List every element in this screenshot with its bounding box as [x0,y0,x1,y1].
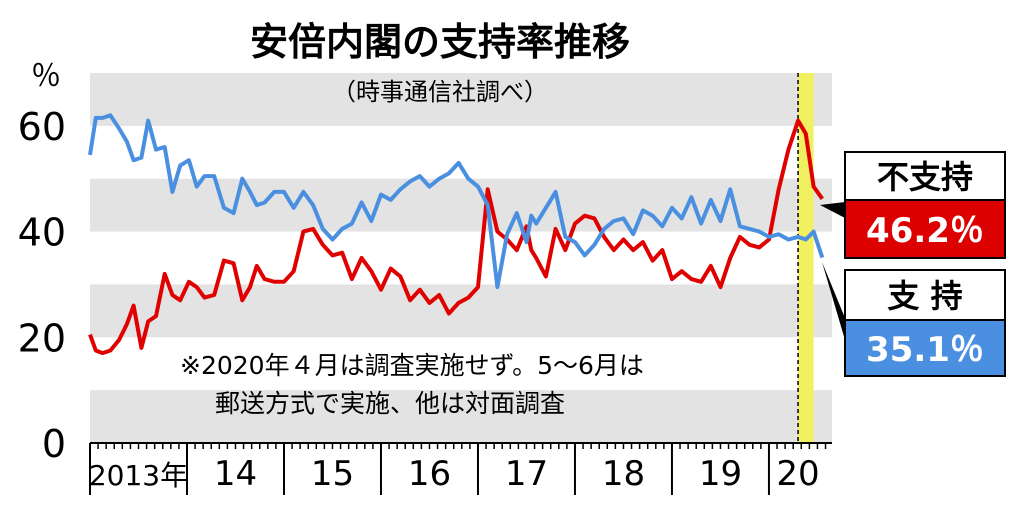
y-tick-label: 40 [18,211,66,255]
note-line: ※2020年４月は調査実施せず。5～6月は [180,351,644,380]
series-line-support [88,113,825,290]
x-tick-label: 17 [505,454,548,494]
x-axis: 2013年 14 15 16 17 18 19 20 [89,442,832,495]
x-tick-label: 14 [214,454,257,494]
x-tick-label: 20 [776,454,819,494]
series-line-disapprove [88,118,824,356]
gray-band [90,73,832,126]
gray-band [90,178,832,232]
x-tick-label: 15 [311,454,354,494]
legend-value-box [844,319,1006,377]
y-tick-label: 20 [18,316,66,360]
x-tick-label: 16 [408,454,451,494]
gridline-bands [90,73,832,443]
legend-label: 支 持 [887,277,962,315]
legend-value: 46.2％ [866,211,984,251]
x-tick-label: 2013年 [89,459,188,492]
note-line: 郵送方式で実施、他は対面調査 [215,389,565,418]
chart-subtitle: （時事通信社調べ） [332,78,548,106]
highlight-band [798,73,814,443]
legend-pointer-disapprove [820,202,845,218]
legend-disapprove: 不支持 46.2％ [820,151,1006,259]
x-tick-label: 18 [602,454,645,494]
legend-support: 支 持 35.1％ [822,262,1006,377]
gray-band [90,390,832,443]
x-tick-label: 19 [699,454,742,494]
y-tick-label: 0 [42,422,66,466]
chart-title: 安倍内閣の支持率推移 [250,20,630,64]
y-axis-ticks: 0 20 40 60 [18,105,66,466]
legend-value: 35.1％ [866,330,984,370]
legend-pointer-support [822,262,845,340]
series-lines [88,113,825,356]
legend-value-box [844,199,1006,259]
chart-note: ※2020年４月は調査実施せず。5～6月は 郵送方式で実施、他は対面調査 [180,351,644,418]
legend-label: 不支持 [877,158,973,196]
legend-label-box [844,151,1006,201]
y-tick-label: 60 [18,105,66,149]
y-axis-unit: ％ [31,59,61,94]
